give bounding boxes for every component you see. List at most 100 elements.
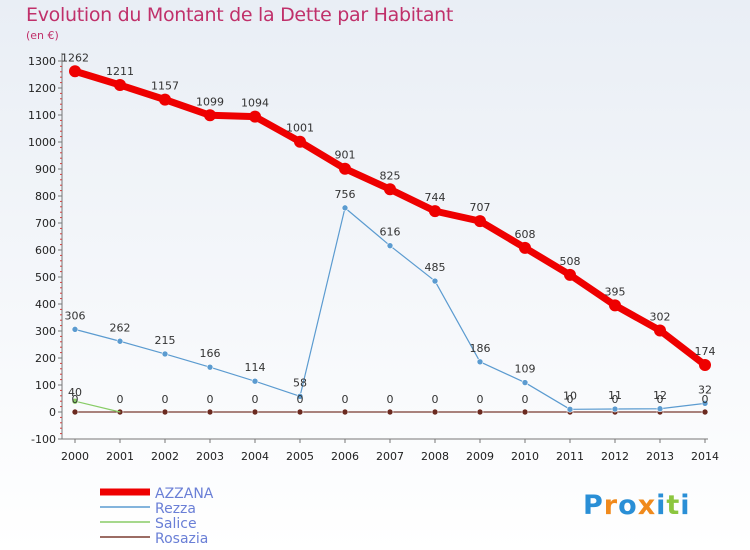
data-point-rosazia [431,408,439,416]
data-label-rezza: 616 [380,226,401,239]
data-label-rosazia: 0 [477,393,484,406]
logo-letter: x [637,490,657,521]
legend-label-azzana: AZZANA [155,486,214,502]
data-label-rezza: 166 [200,347,221,360]
y-tick-label: 200 [35,352,56,365]
data-label-azzana: 744 [425,191,446,204]
data-point-rezza [476,358,484,366]
data-point-rezza [431,277,439,285]
data-point-rezza [251,377,259,385]
data-label-azzana: 174 [695,345,716,358]
data-label-rosazia: 0 [657,393,664,406]
data-label-azzana: 707 [470,201,491,214]
data-label-azzana: 901 [335,149,356,162]
y-tick-label: 700 [35,217,56,230]
logo-letter: o [618,490,638,521]
data-point-rezza [701,400,709,407]
logo-letter: t [666,490,681,521]
data-point-azzana [654,324,666,337]
data-label-rosazia: 0 [117,393,124,406]
data-label-rosazia: 0 [612,393,619,406]
data-label-rosazia: 0 [207,393,214,406]
logo-letter: i [680,490,691,521]
data-label-rosazia: 0 [567,393,574,406]
data-label-azzana: 1262 [61,51,89,64]
y-tick-label: 1300 [28,55,56,68]
data-label-rezza: 109 [515,363,536,376]
y-tick-label: 900 [35,163,56,176]
y-tick-label: 800 [35,190,56,203]
data-point-azzana [384,183,396,196]
data-point-rezza [611,405,619,413]
data-point-rezza [296,393,304,400]
x-tick-label: 2008 [421,450,449,463]
data-point-azzana [564,268,576,281]
data-point-azzana [609,299,621,312]
data-label-rosazia: 0 [387,393,394,406]
data-label-rezza: 114 [245,361,266,374]
data-label-azzana: 508 [560,255,581,268]
data-label-rosazia: 0 [702,393,709,406]
y-tick-label: 1000 [28,136,56,149]
x-tick-label: 2013 [646,450,674,463]
x-tick-label: 2011 [556,450,584,463]
data-point-rosazia [386,408,394,416]
logo-letter: r [603,490,619,521]
data-point-azzana [519,241,531,254]
series-line-azzana [71,67,709,369]
data-point-rezza [521,379,529,386]
y-tick-label: 300 [35,325,56,338]
y-tick-label: 1200 [28,82,56,95]
data-label-rezza: 11 [608,389,622,402]
data-label-rosazia: 0 [342,393,349,406]
data-label-rosazia: 0 [162,393,169,406]
data-point-rezza [71,326,79,333]
data-point-rosazia [521,408,529,416]
logo-letter: P [583,490,604,521]
data-label-rezza: 12 [653,389,667,402]
data-point-salice [71,397,79,405]
data-point-rosazia [476,408,484,416]
data-point-azzana [429,205,441,218]
data-label-azzana: 1099 [196,95,224,108]
x-tick-label: 2007 [376,450,404,463]
data-label-azzana: 825 [380,169,401,182]
data-point-azzana [159,93,171,106]
data-point-rosazia [71,408,79,416]
data-label-azzana: 1094 [241,97,269,110]
data-label-azzana: 608 [515,228,536,241]
data-label-azzana: 302 [650,310,671,323]
data-point-rezza [386,242,394,249]
data-label-rezza: 32 [698,383,712,396]
data-label-salice: 40 [68,386,82,399]
data-label-rezza: 58 [293,376,307,389]
data-label-azzana: 1211 [106,65,134,78]
chart-title: Evolution du Montant de la Dette par Hab… [26,4,454,26]
data-point-rosazia [251,408,259,416]
data-point-rosazia [341,408,349,416]
data-point-rezza [566,405,574,413]
data-point-azzana [474,215,486,228]
y-tick-label: 600 [35,244,56,257]
y-tick-label: 100 [35,379,56,392]
series-line-salice [74,400,121,413]
data-label-rezza: 485 [425,261,446,274]
data-label-azzana: 1157 [151,80,179,93]
y-tick-label: 0 [49,406,56,419]
data-label-rosazia: 0 [522,393,529,406]
data-point-azzana [699,359,711,372]
x-tick-label: 2014 [691,450,719,463]
data-label-rezza: 215 [155,334,176,347]
data-point-azzana [339,162,351,175]
data-point-rezza [161,350,169,358]
data-label-rosazia: 0 [297,393,304,406]
x-tick-label: 2006 [331,450,359,463]
data-point-rosazia [206,408,214,416]
legend-label-rosazia: Rosazia [155,531,208,547]
data-point-rosazia [296,408,304,416]
data-label-rezza: 186 [470,342,491,355]
data-point-rezza [116,337,124,345]
data-point-azzana [249,110,261,123]
